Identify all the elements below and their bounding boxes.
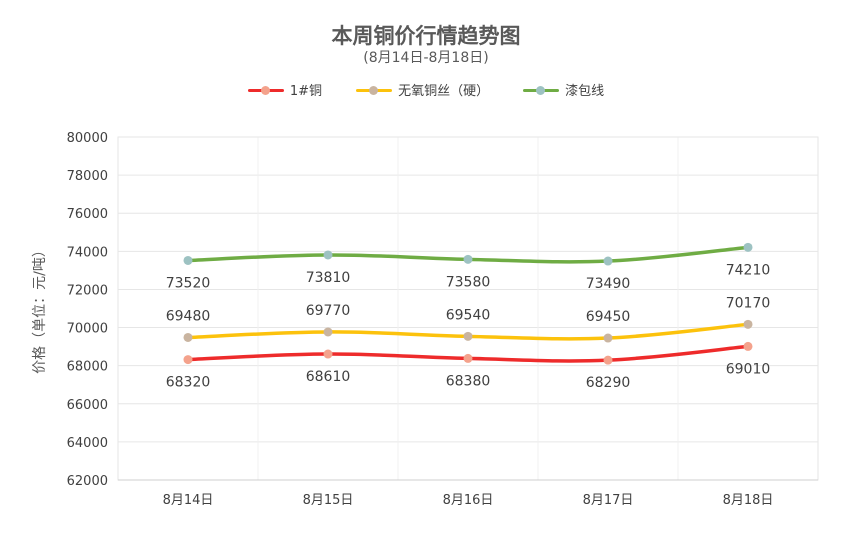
data-point <box>743 341 753 351</box>
x-tick-label: 8月15日 <box>303 493 354 508</box>
data-point <box>183 355 193 365</box>
data-label: 69010 <box>726 361 771 377</box>
data-point <box>463 331 473 341</box>
legend-swatch <box>356 83 393 97</box>
data-point <box>323 250 333 260</box>
x-tick-label: 8月17日 <box>583 493 634 508</box>
y-tick-label: 62000 <box>67 474 108 489</box>
y-tick-label: 70000 <box>67 322 108 337</box>
data-label: 69770 <box>306 303 351 319</box>
y-tick-label: 76000 <box>67 207 108 222</box>
data-label: 73520 <box>166 275 211 291</box>
x-tick-label: 8月16日 <box>443 493 494 508</box>
data-point <box>323 327 333 337</box>
data-label: 68380 <box>446 373 491 389</box>
data-point <box>743 319 753 329</box>
y-tick-label: 74000 <box>67 245 108 260</box>
data-label: 74210 <box>726 262 771 278</box>
data-point <box>183 332 193 342</box>
chart-title: 本周铜价行情趋势图 <box>331 24 521 48</box>
data-label: 68290 <box>586 375 631 391</box>
data-label: 68320 <box>166 375 211 391</box>
y-tick-label: 68000 <box>67 360 108 375</box>
legend-label: 无氧铜丝（硬） <box>398 84 490 99</box>
data-label: 69540 <box>446 307 491 323</box>
legend-swatch <box>247 83 284 97</box>
y-tick-label: 78000 <box>67 169 108 184</box>
data-point <box>603 355 613 365</box>
legend-swatch <box>523 83 560 97</box>
data-point <box>603 256 613 266</box>
data-point <box>743 242 753 252</box>
x-tick-label: 8月18日 <box>723 493 774 508</box>
y-axis-title: 价格（单位：元/吨） <box>32 243 48 374</box>
data-label: 70170 <box>726 295 771 311</box>
data-label: 73490 <box>586 276 631 292</box>
data-point <box>603 333 613 343</box>
x-tick-label: 8月14日 <box>163 493 214 508</box>
data-label: 68610 <box>306 369 351 385</box>
data-label: 73810 <box>306 270 351 286</box>
y-tick-label: 72000 <box>67 283 108 298</box>
chart-subtitle: (8月14日-8月18日) <box>363 50 489 66</box>
legend-item-series-1: 无氧铜丝（硬） <box>356 80 489 99</box>
legend: 1#铜 无氧铜丝（硬） 漆包线 <box>0 80 852 99</box>
data-point <box>463 254 473 264</box>
y-tick-label: 66000 <box>67 398 108 413</box>
data-point <box>463 353 473 363</box>
data-label: 69450 <box>586 309 631 325</box>
legend-label: 漆包线 <box>565 84 605 99</box>
y-tick-label: 80000 <box>67 131 108 146</box>
data-label: 73580 <box>446 274 491 290</box>
data-label: 69480 <box>166 308 211 324</box>
legend-item-series-0: 1#铜 <box>247 80 323 99</box>
data-point <box>183 255 193 265</box>
legend-item-series-2: 漆包线 <box>523 80 604 99</box>
y-tick-label: 64000 <box>67 436 108 451</box>
legend-label: 1#铜 <box>289 84 323 99</box>
data-point <box>323 349 333 359</box>
